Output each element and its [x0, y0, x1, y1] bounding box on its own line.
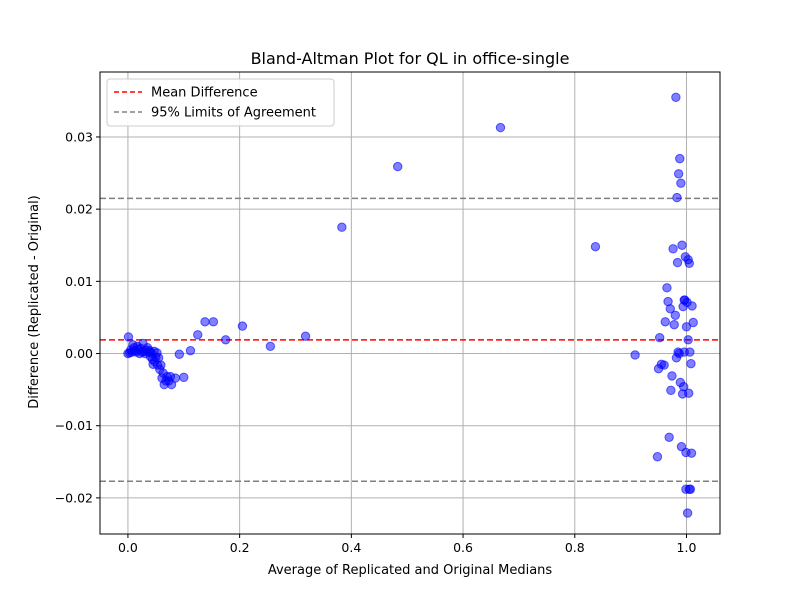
chart-title: Bland-Altman Plot for QL in office-singl…	[251, 49, 570, 68]
data-point	[495, 122, 506, 133]
x-tick-label: 0.4	[341, 540, 361, 555]
legend-limits-label: 95% Limits of Agreement	[151, 106, 316, 121]
data-point	[684, 388, 694, 398]
data-point	[237, 321, 248, 331]
data-point	[174, 349, 185, 359]
data-point	[681, 447, 691, 458]
data-point	[670, 310, 681, 320]
y-axis-label: Difference (Replicated - Original)	[27, 195, 42, 409]
data-point	[193, 330, 203, 340]
data-point	[675, 153, 685, 164]
x-axis-label: Average of Replicated and Original Media…	[268, 563, 553, 578]
data-point	[208, 317, 219, 327]
data-point	[393, 161, 403, 172]
data-point	[123, 332, 134, 342]
data-point	[665, 304, 675, 314]
data-point	[681, 322, 692, 332]
plot-area	[99, 71, 721, 535]
data-point	[673, 347, 683, 357]
data-point	[668, 244, 678, 254]
data-point	[170, 373, 181, 383]
y-tick-label: −0.02	[55, 490, 93, 505]
data-point	[660, 317, 670, 327]
data-point	[683, 335, 693, 345]
data-point	[590, 241, 601, 252]
data-point	[630, 350, 640, 360]
y-tick-label: −0.01	[55, 418, 93, 433]
y-tick-label: 0.01	[65, 274, 93, 289]
data-point	[685, 484, 696, 494]
data-point	[185, 345, 196, 356]
data-point	[684, 258, 694, 268]
plot-frame	[99, 71, 721, 535]
data-point	[667, 371, 677, 381]
data-point	[672, 192, 682, 203]
x-tick-label: 0.8	[565, 540, 585, 555]
data-point	[678, 382, 689, 392]
legend-mean-label: Mean Difference	[151, 86, 258, 101]
data-point	[677, 240, 687, 250]
data-point	[652, 452, 663, 462]
data-point	[669, 319, 679, 330]
data-point	[200, 317, 210, 327]
data-point	[664, 432, 674, 442]
x-tick-label: 0.0	[118, 540, 138, 555]
data-point	[654, 332, 665, 343]
x-tick-label: 0.6	[453, 540, 473, 555]
data-point	[220, 335, 231, 345]
data-point	[686, 358, 696, 369]
data-point	[300, 331, 311, 341]
y-axis-ticks: −0.02 −0.01 0.00 0.01 0.02 0.03	[55, 129, 100, 505]
data-point	[687, 301, 697, 311]
data-point	[682, 508, 693, 518]
x-tick-label: 0.2	[230, 540, 250, 555]
data-point	[662, 283, 672, 293]
data-point	[671, 92, 681, 102]
data-point	[265, 341, 276, 352]
data-point	[659, 360, 669, 370]
data-point	[666, 385, 676, 396]
data-point	[672, 257, 683, 268]
x-tick-label: 1.0	[677, 540, 697, 555]
legend: Mean Difference 95% Limits of Agreement	[106, 78, 335, 127]
data-point	[676, 178, 686, 188]
data-point	[685, 347, 695, 357]
y-tick-label: 0.00	[65, 346, 93, 361]
reference-lines	[100, 197, 720, 483]
y-tick-label: 0.02	[65, 202, 93, 217]
y-tick-label: 0.03	[65, 129, 93, 144]
data-point	[156, 360, 166, 370]
x-axis-ticks: 0.0 0.2 0.4 0.6 0.8 1.0	[118, 534, 696, 555]
data-points	[123, 92, 698, 518]
data-point	[337, 222, 347, 232]
data-point	[179, 372, 189, 383]
grid	[100, 72, 720, 534]
legend-box	[106, 78, 335, 127]
data-point	[688, 317, 698, 328]
data-point	[673, 169, 684, 179]
data-point	[679, 295, 689, 305]
